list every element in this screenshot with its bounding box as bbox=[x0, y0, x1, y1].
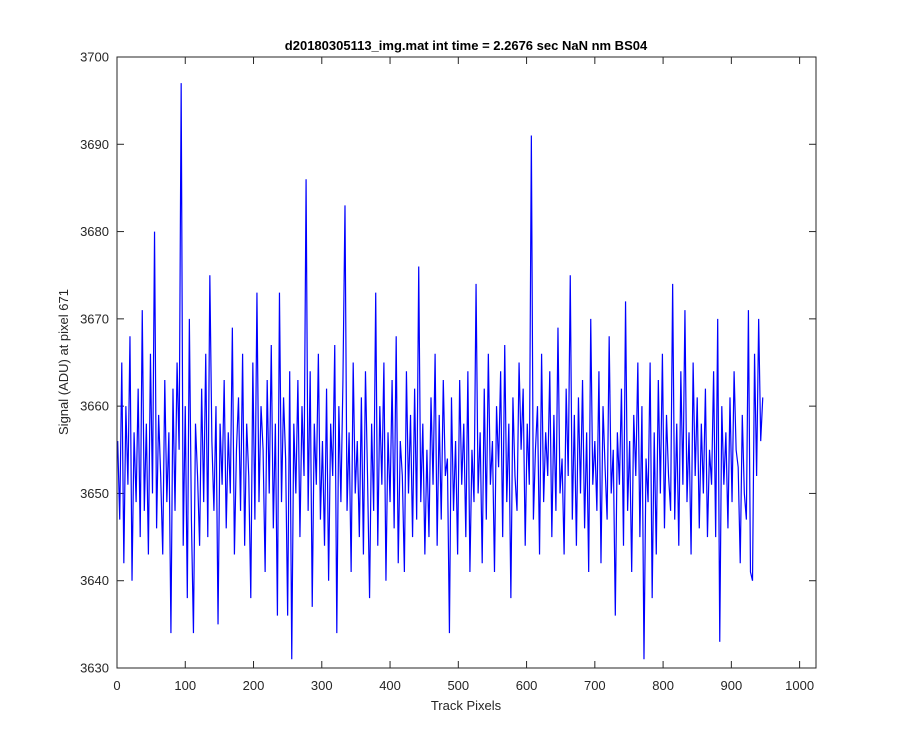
plot-area bbox=[117, 57, 816, 668]
x-axis-label: Track Pixels bbox=[431, 698, 502, 713]
y-tick-label: 3660 bbox=[80, 399, 109, 414]
x-tick-label: 200 bbox=[243, 678, 265, 693]
series-line-0 bbox=[117, 83, 764, 660]
x-tick-label: 300 bbox=[311, 678, 333, 693]
data-layer bbox=[117, 83, 764, 660]
chart-title: d20180305113_img.mat int time = 2.2676 s… bbox=[285, 38, 648, 53]
y-tick-label: 3650 bbox=[80, 486, 109, 501]
x-tick-label: 400 bbox=[379, 678, 401, 693]
y-axis-label: Signal (ADU) at pixel 671 bbox=[56, 289, 71, 435]
x-tick-label: 500 bbox=[447, 678, 469, 693]
x-tick-label: 1000 bbox=[785, 678, 814, 693]
x-tick-label: 900 bbox=[721, 678, 743, 693]
y-tick-label: 3690 bbox=[80, 137, 109, 152]
x-tick-label: 600 bbox=[516, 678, 538, 693]
y-tick-label: 3680 bbox=[80, 224, 109, 239]
y-tick-label: 3670 bbox=[80, 311, 109, 326]
ticks: 0 100 200 300 400 500 600 700 800 900 1000 3630 3640… bbox=[80, 50, 816, 693]
x-tick-label: 800 bbox=[652, 678, 674, 693]
y-tick-label: 3640 bbox=[80, 573, 109, 588]
y-tick-label: 3700 bbox=[80, 50, 109, 65]
x-tick-label: 0 bbox=[113, 678, 120, 693]
axes-box bbox=[116, 56, 817, 669]
x-tick-label: 100 bbox=[174, 678, 196, 693]
x-tick-label: 700 bbox=[584, 678, 606, 693]
y-tick-label: 3630 bbox=[80, 661, 109, 676]
